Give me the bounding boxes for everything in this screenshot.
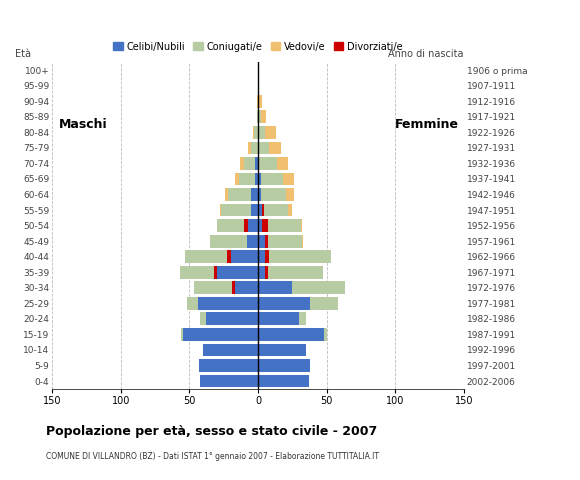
Bar	[235, 173, 239, 185]
Bar	[255, 173, 258, 185]
Bar	[251, 204, 258, 216]
Bar	[262, 204, 288, 216]
Bar	[258, 250, 265, 263]
Bar	[203, 344, 258, 356]
Bar	[265, 235, 302, 248]
Bar	[258, 142, 269, 154]
Bar	[300, 219, 302, 232]
Bar	[240, 157, 244, 170]
Bar	[253, 126, 254, 139]
Text: COMUNE DI VILLANDRO (BZ) - Dati ISTAT 1° gennaio 2007 - Elaborazione TUTTITALIA.: COMUNE DI VILLANDRO (BZ) - Dati ISTAT 1°…	[46, 452, 379, 461]
Bar	[310, 297, 338, 310]
Legend: Celibi/Nubili, Coniugati/e, Vedovi/e, Divorziati/e: Celibi/Nubili, Coniugati/e, Vedovi/e, Di…	[110, 38, 407, 56]
Bar	[231, 250, 258, 263]
Bar	[258, 188, 261, 201]
Bar	[220, 204, 221, 216]
Bar	[199, 359, 258, 372]
Bar	[228, 188, 251, 201]
Text: Femmine: Femmine	[396, 118, 459, 131]
Bar	[258, 297, 310, 310]
Bar	[239, 173, 255, 185]
Bar	[262, 219, 268, 232]
Bar	[258, 79, 259, 92]
Bar	[214, 266, 217, 278]
Bar	[180, 266, 217, 278]
Bar	[259, 95, 262, 108]
Bar	[292, 281, 345, 294]
Bar	[201, 375, 258, 387]
Bar	[232, 281, 235, 294]
Bar	[265, 250, 331, 263]
Bar	[217, 266, 258, 278]
Bar	[227, 250, 231, 263]
Bar	[265, 235, 268, 248]
Bar	[277, 157, 288, 170]
Bar	[259, 157, 277, 170]
Bar	[217, 219, 248, 232]
Text: Maschi: Maschi	[59, 118, 108, 131]
Bar	[258, 219, 262, 232]
Bar	[258, 110, 261, 123]
Text: Popolazione per età, sesso e stato civile - 2007: Popolazione per età, sesso e stato civil…	[46, 425, 378, 438]
Bar	[258, 344, 306, 356]
Bar	[181, 328, 183, 341]
Bar	[244, 157, 255, 170]
Bar	[258, 204, 262, 216]
Bar	[261, 173, 283, 185]
Bar	[248, 142, 251, 154]
Bar	[251, 188, 258, 201]
Bar	[269, 142, 281, 154]
Bar	[265, 250, 269, 263]
Bar	[288, 204, 292, 216]
Bar	[258, 312, 299, 325]
Bar	[210, 235, 247, 248]
Bar	[221, 204, 251, 216]
Bar	[262, 219, 300, 232]
Text: Anno di nascita: Anno di nascita	[389, 49, 464, 59]
Bar	[255, 157, 258, 170]
Bar	[244, 219, 248, 232]
Bar	[183, 328, 258, 341]
Bar	[187, 297, 198, 310]
Bar	[201, 312, 206, 325]
Bar	[258, 281, 292, 294]
Bar	[194, 281, 235, 294]
Bar	[225, 188, 228, 201]
Bar	[324, 328, 327, 341]
Bar	[254, 126, 258, 139]
Bar	[251, 142, 258, 154]
Bar	[248, 219, 258, 232]
Bar	[283, 173, 294, 185]
Bar	[258, 235, 265, 248]
Bar	[258, 157, 259, 170]
Bar	[235, 281, 258, 294]
Bar	[285, 188, 294, 201]
Bar	[186, 250, 231, 263]
Bar	[206, 312, 258, 325]
Bar	[258, 328, 324, 341]
Text: Età: Età	[15, 49, 31, 59]
Bar	[265, 266, 268, 278]
Bar	[198, 297, 258, 310]
Bar	[261, 110, 266, 123]
Bar	[257, 95, 258, 108]
Bar	[258, 266, 265, 278]
Bar	[258, 375, 309, 387]
Bar	[258, 173, 261, 185]
Bar	[257, 110, 258, 123]
Bar	[258, 126, 265, 139]
Bar	[261, 188, 285, 201]
Bar	[299, 312, 306, 325]
Bar	[247, 235, 258, 248]
Bar	[258, 95, 259, 108]
Bar	[265, 266, 322, 278]
Bar	[265, 126, 276, 139]
Bar	[302, 235, 303, 248]
Bar	[258, 359, 310, 372]
Bar	[262, 204, 263, 216]
